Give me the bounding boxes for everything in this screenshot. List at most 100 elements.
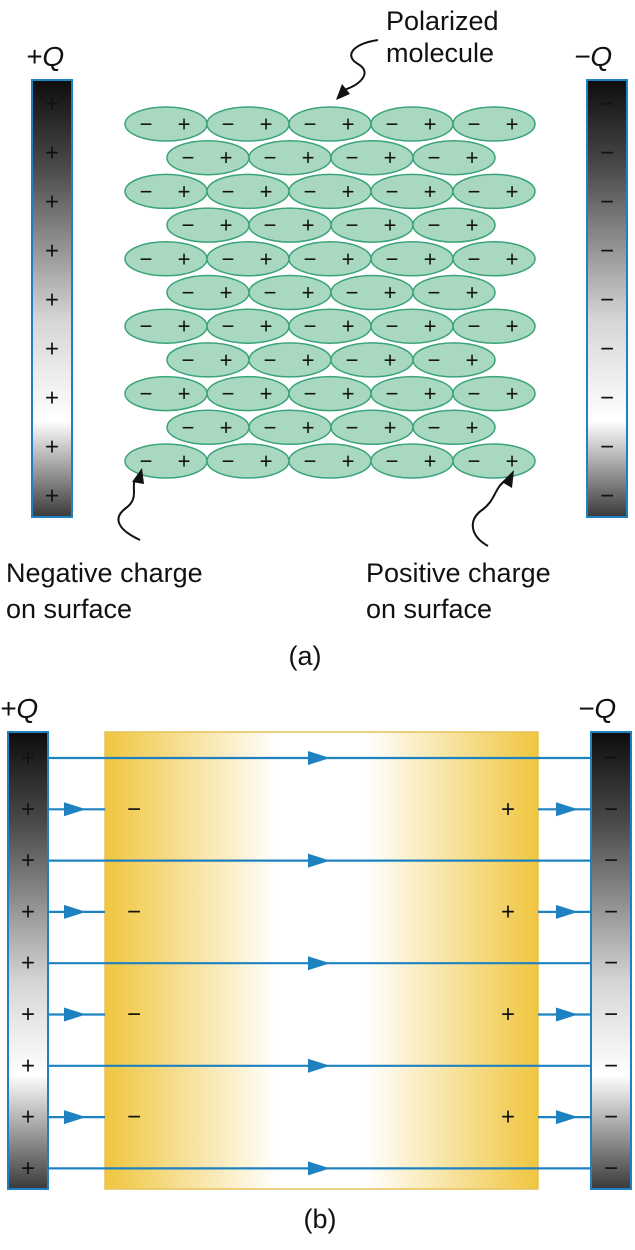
plate-minus-sign: − <box>600 140 614 167</box>
molecule-negative-end: − <box>346 145 359 170</box>
molecule-negative-end: − <box>468 246 481 271</box>
molecule-negative-end: − <box>386 381 399 406</box>
polarized-molecule: − + <box>288 106 372 142</box>
plate-minus-sign: − <box>600 385 614 412</box>
plate-plus-sign: + <box>21 847 35 874</box>
molecule-positive-end: + <box>220 280 233 305</box>
polarized-molecule: − + <box>166 207 250 243</box>
field-arrow <box>556 802 578 817</box>
polarized-molecule: − + <box>206 443 290 479</box>
plate-minus-sign: − <box>604 745 618 772</box>
panel-b-negative-plate <box>590 731 632 1190</box>
polarized-molecule: − + <box>248 409 332 446</box>
molecule-positive-end: + <box>220 213 233 238</box>
plate-plus-sign: + <box>21 898 35 925</box>
panel-b-left-charge-label: +Q <box>0 693 38 724</box>
molecule-negative-end: − <box>468 449 481 474</box>
plate-minus-sign: − <box>604 1155 618 1182</box>
induced-positive-charge: + <box>501 796 515 823</box>
plate-minus-sign: − <box>604 898 618 925</box>
molecule-positive-end: + <box>302 145 315 170</box>
plate-minus-sign: − <box>600 91 614 118</box>
plate-plus-sign: + <box>21 745 35 772</box>
molecule-negative-end: − <box>304 314 317 339</box>
polarized-molecule: − + <box>452 241 536 277</box>
plate-minus-sign: − <box>600 238 614 265</box>
molecule-body <box>248 274 332 311</box>
plate-plus-sign: + <box>21 1052 35 1079</box>
molecule-body <box>412 274 496 311</box>
molecule-body <box>124 308 208 344</box>
polarized-molecule: − + <box>452 308 536 344</box>
molecule-negative-end: − <box>304 112 317 137</box>
molecule-negative-end: − <box>140 112 153 137</box>
induced-negative-charge: − <box>127 898 141 925</box>
molecule-body <box>452 308 536 344</box>
plate-minus-sign: − <box>604 796 618 823</box>
molecule-negative-end: − <box>182 280 195 305</box>
molecule-positive-end: + <box>260 314 273 339</box>
polarized-molecule: − + <box>412 139 496 176</box>
molecule-negative-end: − <box>222 246 235 271</box>
molecule-negative-end: − <box>182 145 195 170</box>
molecule-body <box>206 308 290 344</box>
field-arrow <box>64 904 86 919</box>
field-arrow <box>64 1110 86 1125</box>
molecule-negative-end: − <box>140 381 153 406</box>
plate-minus-sign: − <box>600 287 614 314</box>
molecule-negative-end: − <box>428 280 441 305</box>
plate-plus-sign: + <box>21 1155 35 1182</box>
molecule-negative-end: − <box>428 347 441 372</box>
molecule-body <box>206 106 290 142</box>
polarized-molecule: − + <box>206 308 290 344</box>
polarized-molecule: − + <box>412 342 496 378</box>
polarized-molecule: − + <box>370 308 454 344</box>
molecule-body <box>370 106 454 142</box>
polarized-molecule: − + <box>248 207 332 243</box>
molecule-positive-end: + <box>384 280 397 305</box>
polarized-molecule: − + <box>412 274 496 311</box>
molecule-positive-end: + <box>466 280 479 305</box>
panel-a-left-charge-label: +Q <box>26 41 64 72</box>
molecule-negative-end: − <box>468 381 481 406</box>
polarized-label-line2: molecule <box>386 38 494 68</box>
molecule-negative-end: − <box>386 112 399 137</box>
molecule-negative-end: − <box>222 449 235 474</box>
panel-b-plate-charges: + − + − + − + − + − + − + − + − + − <box>21 745 618 1182</box>
positive-surface-label-line2: on surface <box>366 594 492 624</box>
field-arrow <box>64 802 86 817</box>
field-arrow <box>308 956 330 971</box>
polarized-molecule: − + <box>412 409 496 446</box>
molecule-positive-end: + <box>342 381 355 406</box>
negative-surface-label-line2: on surface <box>6 594 132 624</box>
molecule-negative-end: − <box>182 415 195 440</box>
polarized-molecule: − + <box>452 443 536 479</box>
molecule-positive-end: + <box>178 449 191 474</box>
plate-plus-sign: + <box>45 238 59 265</box>
molecule-negative-end: − <box>386 246 399 271</box>
field-arrow <box>308 751 330 765</box>
molecule-negative-end: − <box>264 415 277 440</box>
polarized-molecule: − + <box>370 241 454 277</box>
induced-negative-charge: − <box>127 1104 141 1131</box>
plate-minus-sign: − <box>604 1052 618 1079</box>
molecule-body <box>330 139 414 176</box>
molecule-body <box>166 342 250 378</box>
molecule-negative-end: − <box>346 213 359 238</box>
polarized-pointer-line <box>343 39 379 91</box>
molecule-positive-end: + <box>506 381 519 406</box>
plate-minus-sign: − <box>604 1001 618 1028</box>
molecule-positive-end: + <box>178 381 191 406</box>
molecule-negative-end: − <box>468 314 481 339</box>
molecule-negative-end: − <box>304 179 317 204</box>
molecule-negative-end: − <box>222 314 235 339</box>
molecule-negative-end: − <box>428 145 441 170</box>
panel-a-negative-plate <box>586 79 628 518</box>
molecule-negative-end: − <box>182 347 195 372</box>
molecule-negative-end: − <box>264 145 277 170</box>
polarized-molecule: − + <box>124 443 208 479</box>
molecule-body <box>452 241 536 277</box>
molecule-negative-end: − <box>304 381 317 406</box>
molecule-negative-end: − <box>264 213 277 238</box>
molecule-positive-end: + <box>384 415 397 440</box>
